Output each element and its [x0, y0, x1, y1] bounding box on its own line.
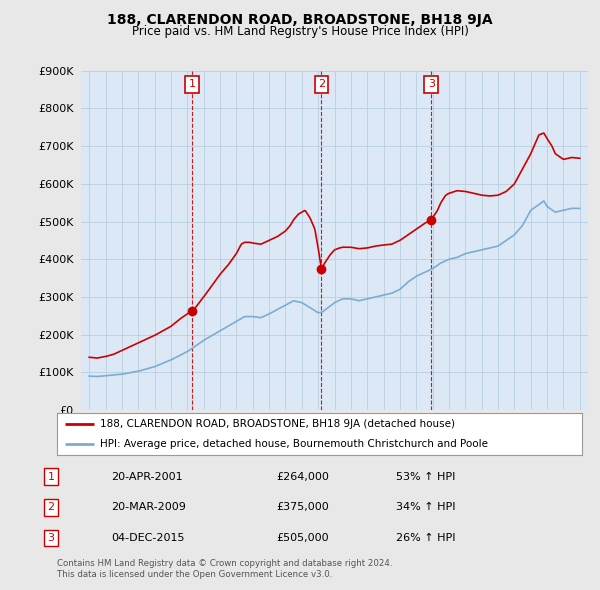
Text: Contains HM Land Registry data © Crown copyright and database right 2024.: Contains HM Land Registry data © Crown c…: [57, 559, 392, 568]
Text: 2: 2: [47, 503, 55, 512]
Text: 1: 1: [189, 80, 196, 89]
Text: 26% ↑ HPI: 26% ↑ HPI: [396, 533, 455, 543]
Text: 1: 1: [47, 472, 55, 481]
Text: Price paid vs. HM Land Registry's House Price Index (HPI): Price paid vs. HM Land Registry's House …: [131, 25, 469, 38]
Text: 2: 2: [318, 80, 325, 89]
Text: 188, CLARENDON ROAD, BROADSTONE, BH18 9JA (detached house): 188, CLARENDON ROAD, BROADSTONE, BH18 9J…: [100, 419, 455, 430]
Text: HPI: Average price, detached house, Bournemouth Christchurch and Poole: HPI: Average price, detached house, Bour…: [100, 439, 488, 449]
Text: This data is licensed under the Open Government Licence v3.0.: This data is licensed under the Open Gov…: [57, 571, 332, 579]
Text: 53% ↑ HPI: 53% ↑ HPI: [396, 472, 455, 481]
Text: 04-DEC-2015: 04-DEC-2015: [111, 533, 185, 543]
Text: £375,000: £375,000: [276, 503, 329, 512]
Text: 3: 3: [47, 533, 55, 543]
Text: 20-APR-2001: 20-APR-2001: [111, 472, 182, 481]
Text: £505,000: £505,000: [276, 533, 329, 543]
Text: £264,000: £264,000: [276, 472, 329, 481]
Text: 20-MAR-2009: 20-MAR-2009: [111, 503, 186, 512]
Text: 3: 3: [428, 80, 435, 89]
Text: 34% ↑ HPI: 34% ↑ HPI: [396, 503, 455, 512]
Text: 188, CLARENDON ROAD, BROADSTONE, BH18 9JA: 188, CLARENDON ROAD, BROADSTONE, BH18 9J…: [107, 13, 493, 27]
